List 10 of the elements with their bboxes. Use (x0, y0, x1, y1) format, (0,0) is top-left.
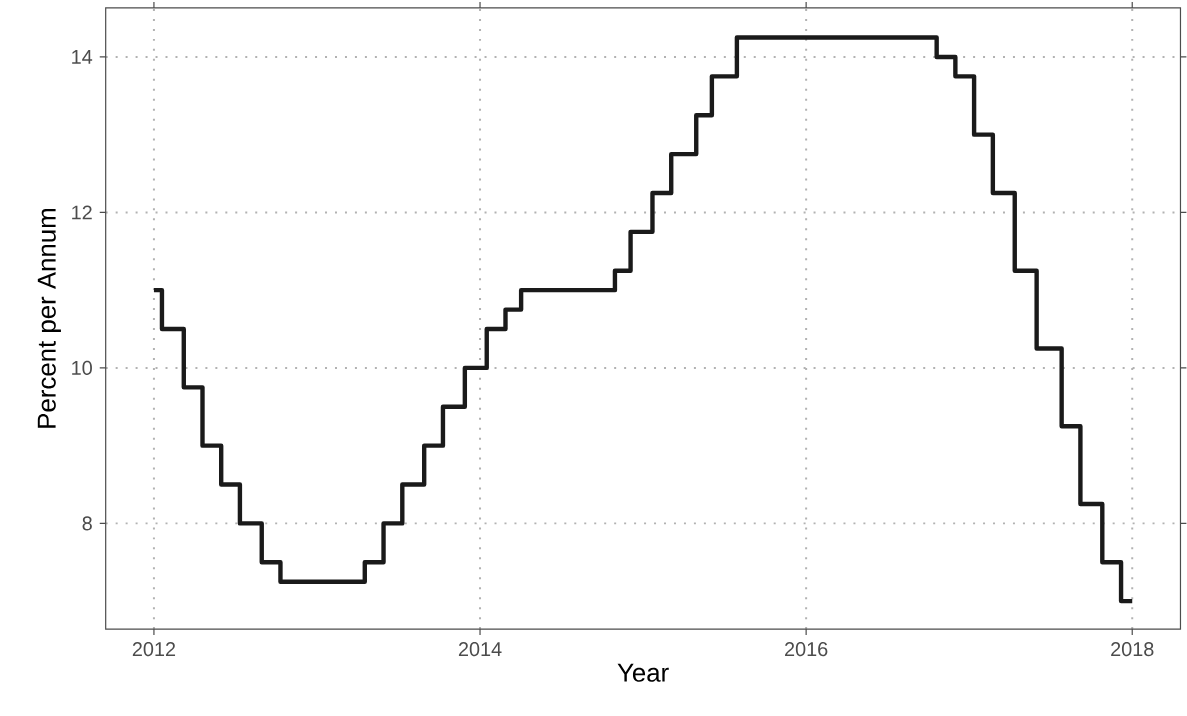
y-tick-label: 14 (72, 50, 93, 64)
y-axis-title: Percent per Annum (37, 209, 61, 428)
x-axis-title: Year (617, 663, 669, 682)
y-tick-label: 12 (72, 205, 92, 220)
x-tick-label: 2016 (785, 642, 828, 657)
x-tick-label: 2014 (458, 642, 502, 657)
y-tick-label: 10 (72, 360, 92, 375)
x-tick-label: 2018 (1111, 642, 1154, 657)
x-tick-label: 2012 (132, 642, 176, 657)
y-tick-label: 8 (82, 516, 92, 531)
